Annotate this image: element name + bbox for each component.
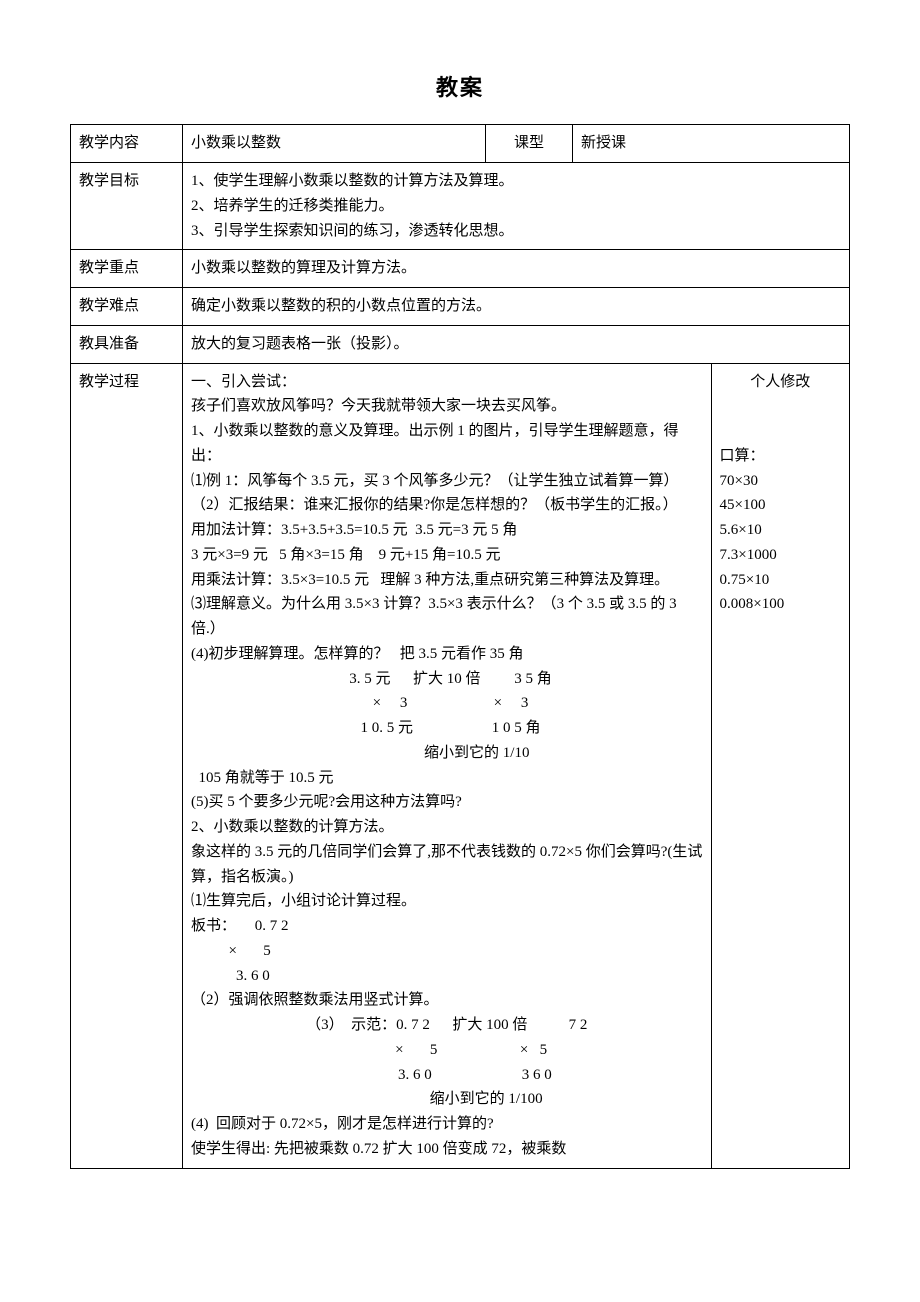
process-text-2: 105 角就等于 10.5 元 (5)买 5 个要多少元呢?会用这种方法算吗? … (191, 766, 703, 1014)
page: 教案 教学内容 小数乘以整数 课型 新授课 教学目标 1、使学生理解小数乘以整数… (0, 0, 920, 1302)
row-goal: 教学目标 1、使学生理解小数乘以整数的计算方法及算理。 2、培养学生的迁移类推能… (71, 163, 850, 250)
value-content: 小数乘以整数 (183, 125, 486, 163)
label-ktype: 课型 (486, 125, 573, 163)
value-difficulty: 确定小数乘以整数的积的小数点位置的方法。 (183, 288, 850, 326)
label-content: 教学内容 (71, 125, 183, 163)
notes-body: 口算： 70×30 45×100 5.6×10 7.3×1000 0.75×10… (720, 394, 842, 617)
value-tools: 放大的复习题表格一张（投影）。 (183, 325, 850, 363)
label-key: 教学重点 (71, 250, 183, 288)
value-process: 一、引入尝试： 孩子们喜欢放风筝吗？今天我就带领大家一块去买风筝。 1、小数乘以… (183, 363, 712, 1168)
notes-column: 个人修改 口算： 70×30 45×100 5.6×10 7.3×1000 0.… (711, 363, 850, 1168)
document-title: 教案 (70, 70, 850, 106)
row-tools: 教具准备 放大的复习题表格一张（投影）。 (71, 325, 850, 363)
calc-block-2: （3） 示范：0. 7 2 扩大 100 倍 7 2 × 5 × 5 3. 6 … (191, 1013, 703, 1112)
row-key: 教学重点 小数乘以整数的算理及计算方法。 (71, 250, 850, 288)
label-goal: 教学目标 (71, 163, 183, 250)
process-text-1: 一、引入尝试： 孩子们喜欢放风筝吗？今天我就带领大家一块去买风筝。 1、小数乘以… (191, 370, 703, 667)
row-difficulty: 教学难点 确定小数乘以整数的积的小数点位置的方法。 (71, 288, 850, 326)
goal-text: 1、使学生理解小数乘以整数的计算方法及算理。 2、培养学生的迁移类推能力。 3、… (191, 169, 841, 243)
lesson-plan-table: 教学内容 小数乘以整数 课型 新授课 教学目标 1、使学生理解小数乘以整数的计算… (70, 124, 850, 1168)
process-text-3: (4) 回顾对于 0.72×5，刚才是怎样进行计算的? 使学生得出: 先把被乘数… (191, 1112, 703, 1162)
calc-block-1: 3. 5 元 扩大 10 倍 3 5 角 × 3 × 3 1 0. 5 元 1 … (191, 667, 703, 766)
value-goal: 1、使学生理解小数乘以整数的计算方法及算理。 2、培养学生的迁移类推能力。 3、… (183, 163, 850, 250)
label-difficulty: 教学难点 (71, 288, 183, 326)
value-ktype: 新授课 (573, 125, 850, 163)
label-process: 教学过程 (71, 363, 183, 1168)
label-tools: 教具准备 (71, 325, 183, 363)
value-key: 小数乘以整数的算理及计算方法。 (183, 250, 850, 288)
row-content: 教学内容 小数乘以整数 课型 新授课 (71, 125, 850, 163)
row-process: 教学过程 一、引入尝试： 孩子们喜欢放风筝吗？今天我就带领大家一块去买风筝。 1… (71, 363, 850, 1168)
notes-heading: 个人修改 (720, 370, 842, 395)
